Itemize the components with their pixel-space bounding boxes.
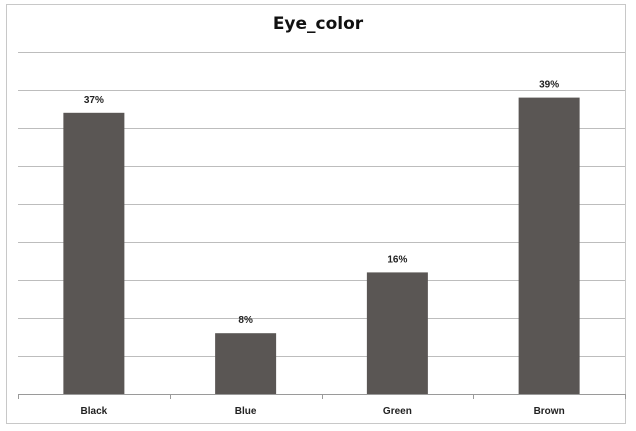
x-tick-label-green: Green [383,406,412,417]
labels: 37% Black 8% Blue 16% Green 39% Brown [81,80,565,417]
bar-black [63,112,125,395]
data-label-green: 16% [387,254,407,265]
bar-blue [215,333,277,394]
x-tick-label-black: Black [81,406,108,417]
chart-title: Eye_color [272,14,364,34]
bar-brown [518,97,580,394]
x-tick-label-blue: Blue [235,406,257,417]
data-label-black: 37% [84,95,104,106]
bars [63,97,580,395]
data-label-brown: 39% [539,80,559,91]
bar-green [366,272,428,394]
data-label-blue: 8% [238,315,253,326]
x-tick-label-brown: Brown [534,406,565,417]
